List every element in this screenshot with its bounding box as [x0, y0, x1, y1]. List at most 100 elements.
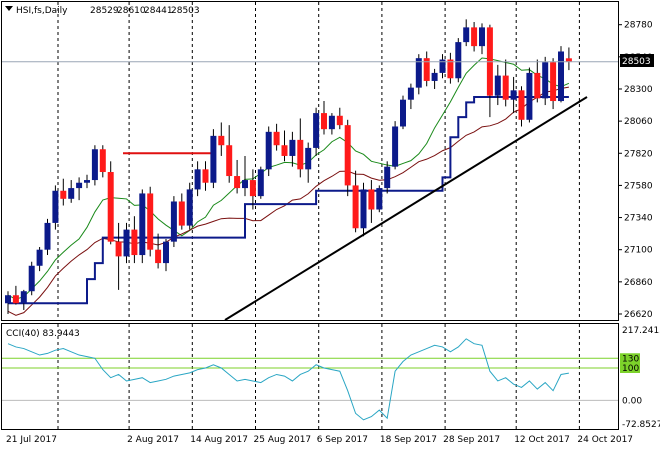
candle-body [415, 58, 422, 88]
candle-body [289, 139, 296, 156]
candle-body [226, 145, 233, 177]
x-tick-label: 12 Oct 2017 [514, 435, 570, 445]
last-price-tag [620, 54, 654, 67]
candle-body [392, 126, 399, 167]
cci-axis-label: 100 [622, 364, 639, 374]
candle-body [360, 189, 367, 229]
candle-body [273, 131, 280, 146]
candle-body [147, 193, 154, 250]
candle-body [163, 241, 169, 264]
cci-level-tag [620, 362, 640, 373]
candle-body [518, 90, 525, 120]
price-panel-frame [1, 1, 619, 321]
x-tick-label: 24 Oct 2017 [577, 435, 633, 445]
y-tick-label: 28300 [624, 85, 653, 95]
candle-body [186, 189, 193, 226]
x-tick-label: 25 Aug 2017 [254, 435, 312, 445]
candle-body [479, 27, 485, 47]
moving-average-slow-line [7, 86, 569, 316]
candle-body [565, 58, 572, 62]
candle-body [91, 149, 98, 181]
candle-body [155, 249, 162, 264]
y-tick-label: 27580 [624, 181, 653, 191]
candle-body [44, 222, 51, 250]
last-price-value: 28503 [622, 57, 651, 67]
x-tick-label: 18 Sep 2017 [380, 435, 437, 445]
candle-body [210, 135, 217, 183]
candle-body [170, 201, 177, 242]
candle-body [28, 265, 35, 292]
candle-body [36, 249, 43, 266]
candle-body [439, 59, 446, 73]
candle-body [400, 99, 406, 127]
candle-body [265, 131, 272, 170]
candle-body [494, 75, 501, 96]
candle-body [281, 145, 288, 156]
candle-body [328, 115, 335, 130]
cci-axis-label: 217.2415 [622, 326, 660, 336]
cci-axis-label: -72.8527 [622, 420, 660, 430]
candle-body [12, 295, 19, 304]
candle-body [313, 113, 320, 148]
candle-body [407, 87, 414, 100]
chart-header-symbol: HSI,fs,Daily [16, 6, 68, 16]
candle-body [384, 166, 391, 189]
candle-body [178, 201, 185, 226]
candle-body [242, 180, 248, 189]
y-tick-label: 26620 [624, 310, 653, 320]
y-tick-label: 27820 [624, 149, 653, 159]
candle-body [352, 185, 359, 229]
candle-body [194, 169, 201, 190]
candle-body [99, 149, 106, 173]
candle-body [455, 42, 462, 79]
candle-body [5, 295, 11, 304]
candle-body [107, 172, 114, 242]
y-tick-label: 28780 [624, 21, 653, 31]
candle-body [550, 62, 557, 102]
candle-body [202, 169, 209, 183]
candle-body [526, 72, 533, 120]
candle-body [139, 193, 146, 256]
candle-body [502, 75, 509, 100]
x-tick-label: 14 Aug 2017 [190, 435, 248, 445]
candle-body [463, 27, 470, 43]
candle-body [249, 180, 256, 197]
cci-axis-label: 0.00 [622, 396, 642, 406]
candle-body [447, 59, 454, 79]
collapse-triangle-icon[interactable] [5, 6, 13, 11]
candle-body [344, 125, 351, 186]
x-tick-label: 21 Jul 2017 [6, 435, 57, 445]
candle-body [368, 189, 375, 210]
candle-body [305, 147, 312, 170]
candle-body [297, 139, 304, 170]
x-tick-label: 2 Aug 2017 [127, 435, 179, 445]
y-tick-label: 26860 [624, 278, 653, 288]
x-tick-label: 6 Sep 2017 [317, 435, 368, 445]
header-close: 28503 [171, 6, 200, 16]
x-tick-label: 28 Sep 2017 [443, 435, 500, 445]
cci-axis-label: 130 [622, 354, 639, 364]
candle-body [234, 176, 241, 189]
date-axis-labels: 21 Jul 2017 2 Aug 2017 14 Aug 2017 25 Aug 2… [6, 435, 633, 445]
header-high: 28610 [117, 6, 146, 16]
moving-average-fast-line [7, 57, 570, 300]
cci-label: CCI(40) 83.9443 [6, 329, 80, 339]
cci-line [7, 338, 569, 421]
candle-body [558, 51, 564, 102]
candle-body [84, 180, 90, 183]
candle-body [20, 291, 27, 304]
candle-body [115, 241, 122, 257]
candle-body [123, 229, 130, 257]
candle-body [68, 188, 75, 199]
trailing-stop-line [8, 96, 569, 305]
candles-group [5, 19, 572, 314]
candle-body [321, 113, 327, 130]
vertical-gridlines [57, 2, 580, 429]
candle-body [542, 62, 549, 99]
support-trendline [224, 96, 588, 321]
candle-body [218, 135, 225, 146]
candle-body [76, 182, 83, 189]
candle-body [60, 190, 67, 199]
